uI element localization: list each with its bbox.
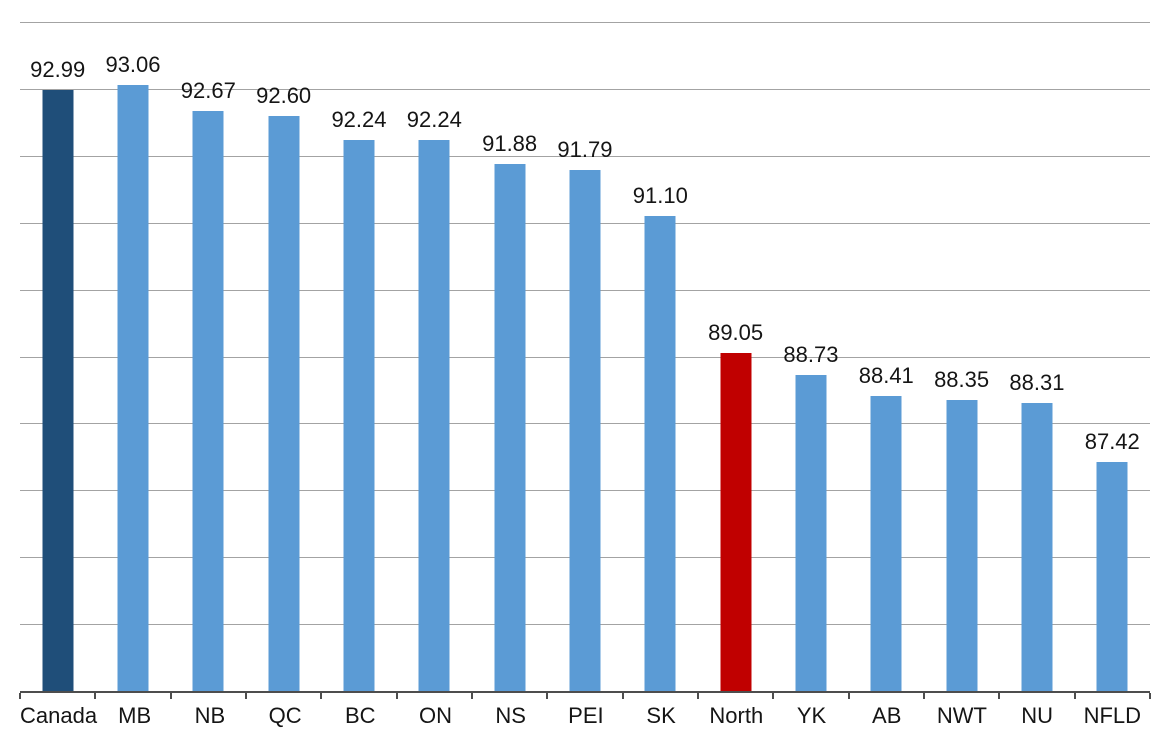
- x-axis-label-nfld: NFLD: [1083, 703, 1142, 728]
- x-axis-label-nu: NU: [1021, 703, 1053, 728]
- bar-group-canada: 92.99: [20, 22, 95, 691]
- axis-tick: [546, 693, 549, 699]
- x-axis-label-yk: YK: [796, 703, 827, 728]
- bar-mb: [117, 84, 149, 691]
- axis-tick: [923, 693, 925, 699]
- bar-yk: [795, 374, 827, 691]
- gridline: [20, 88, 1150, 90]
- x-axis-label-qc: QC: [268, 703, 302, 728]
- bar-group-ab: 88.41: [849, 22, 924, 691]
- bar-north: [720, 353, 752, 691]
- x-axis-labels: Canada MB NB QC BC ON NS PEI SK North YK AB NWT NU NFL…: [20, 703, 1150, 729]
- data-label-nwt: 88.35: [934, 367, 990, 392]
- x-axis-label-nwt: NWT: [936, 703, 987, 728]
- bar-ab: [870, 395, 902, 691]
- gridline: [20, 22, 1150, 23]
- x-axis-label-sk: SK: [646, 703, 676, 728]
- bar-sk: [644, 216, 676, 691]
- data-label-pei: 91.79: [557, 136, 613, 162]
- data-label-qc: 92.60: [256, 82, 312, 108]
- data-label-ab: 88.41: [858, 362, 914, 388]
- axis-tick: [697, 693, 699, 699]
- bar-canada: [42, 89, 74, 691]
- bar-group-bc: 92.24: [321, 22, 396, 691]
- bar-nwt: [946, 400, 978, 691]
- bar-group-north: 89.05: [698, 22, 773, 691]
- axis-tick: [772, 693, 775, 699]
- axis-tick: [1149, 693, 1151, 699]
- axis-tick: [245, 693, 247, 699]
- bar-ns: [494, 163, 526, 691]
- bar-group-pei: 91.79: [547, 22, 622, 691]
- bar-group-ns: 91.88: [472, 22, 547, 691]
- axis-tick: [471, 693, 473, 699]
- bar-bc: [343, 139, 375, 691]
- data-label-north: 89.05: [708, 320, 764, 346]
- data-label-yk: 88.73: [783, 341, 839, 367]
- axis-tick: [998, 693, 1001, 699]
- data-label-nb: 92.67: [180, 77, 236, 103]
- axis-tick: [395, 693, 398, 699]
- x-axis-label-nb: NB: [194, 703, 226, 728]
- axis-tick: [94, 693, 97, 699]
- bar-series: 92.99 93.06 92.67 92.60 92.24 92.24 91.88 91.79…: [20, 22, 1150, 691]
- data-label-nu: 88.31: [1009, 369, 1065, 395]
- bar-group-nfld: 87.42: [1075, 22, 1150, 691]
- data-label-sk: 91.10: [632, 183, 688, 209]
- axis-tick: [169, 693, 172, 699]
- bar-nfld: [1096, 462, 1128, 691]
- x-axis-label-ns: NS: [495, 703, 526, 728]
- bar-nb: [192, 110, 224, 691]
- bar-group-nwt: 88.35: [924, 22, 999, 691]
- axis-tick: [19, 693, 21, 699]
- bar-group-qc: 92.60: [246, 22, 321, 691]
- axis-tick: [320, 693, 323, 699]
- bar-nu: [1021, 402, 1053, 691]
- data-label-ns: 91.88: [482, 130, 538, 156]
- bar-group-nb: 92.67: [171, 22, 246, 691]
- bar-on: [418, 139, 450, 691]
- x-axis-label-ab: AB: [872, 703, 902, 728]
- x-axis-label-north: North: [709, 703, 764, 728]
- data-label-bc: 92.24: [331, 106, 387, 132]
- bar-group-mb: 93.06: [95, 22, 170, 691]
- axis-tick: [1073, 693, 1076, 699]
- bar-group-sk: 91.10: [623, 22, 698, 691]
- bar-group-yk: 88.73: [773, 22, 848, 691]
- x-axis-label-bc: BC: [345, 703, 376, 728]
- x-axis-label-on: ON: [418, 703, 452, 728]
- plot-area: 92.99 93.06 92.67 92.60 92.24 92.24 91.88 91.79…: [20, 22, 1150, 693]
- bar-group-nu: 88.31: [999, 22, 1074, 691]
- bar-group-on: 92.24: [397, 22, 472, 691]
- bar-pei: [569, 169, 601, 691]
- data-label-on: 92.24: [406, 106, 462, 132]
- data-label-mb: 93.06: [105, 51, 161, 77]
- x-axis-label-mb: MB: [118, 703, 152, 728]
- bar-qc: [268, 115, 300, 691]
- data-label-canada: 92.99: [30, 56, 86, 82]
- data-label-nfld: 87.42: [1084, 429, 1140, 455]
- axis-tick: [621, 693, 624, 699]
- x-axis-label-canada: Canada: [20, 703, 98, 728]
- x-axis-label-pei: PEI: [568, 703, 604, 728]
- axis-tick: [847, 693, 850, 699]
- gridline: [20, 155, 1150, 157]
